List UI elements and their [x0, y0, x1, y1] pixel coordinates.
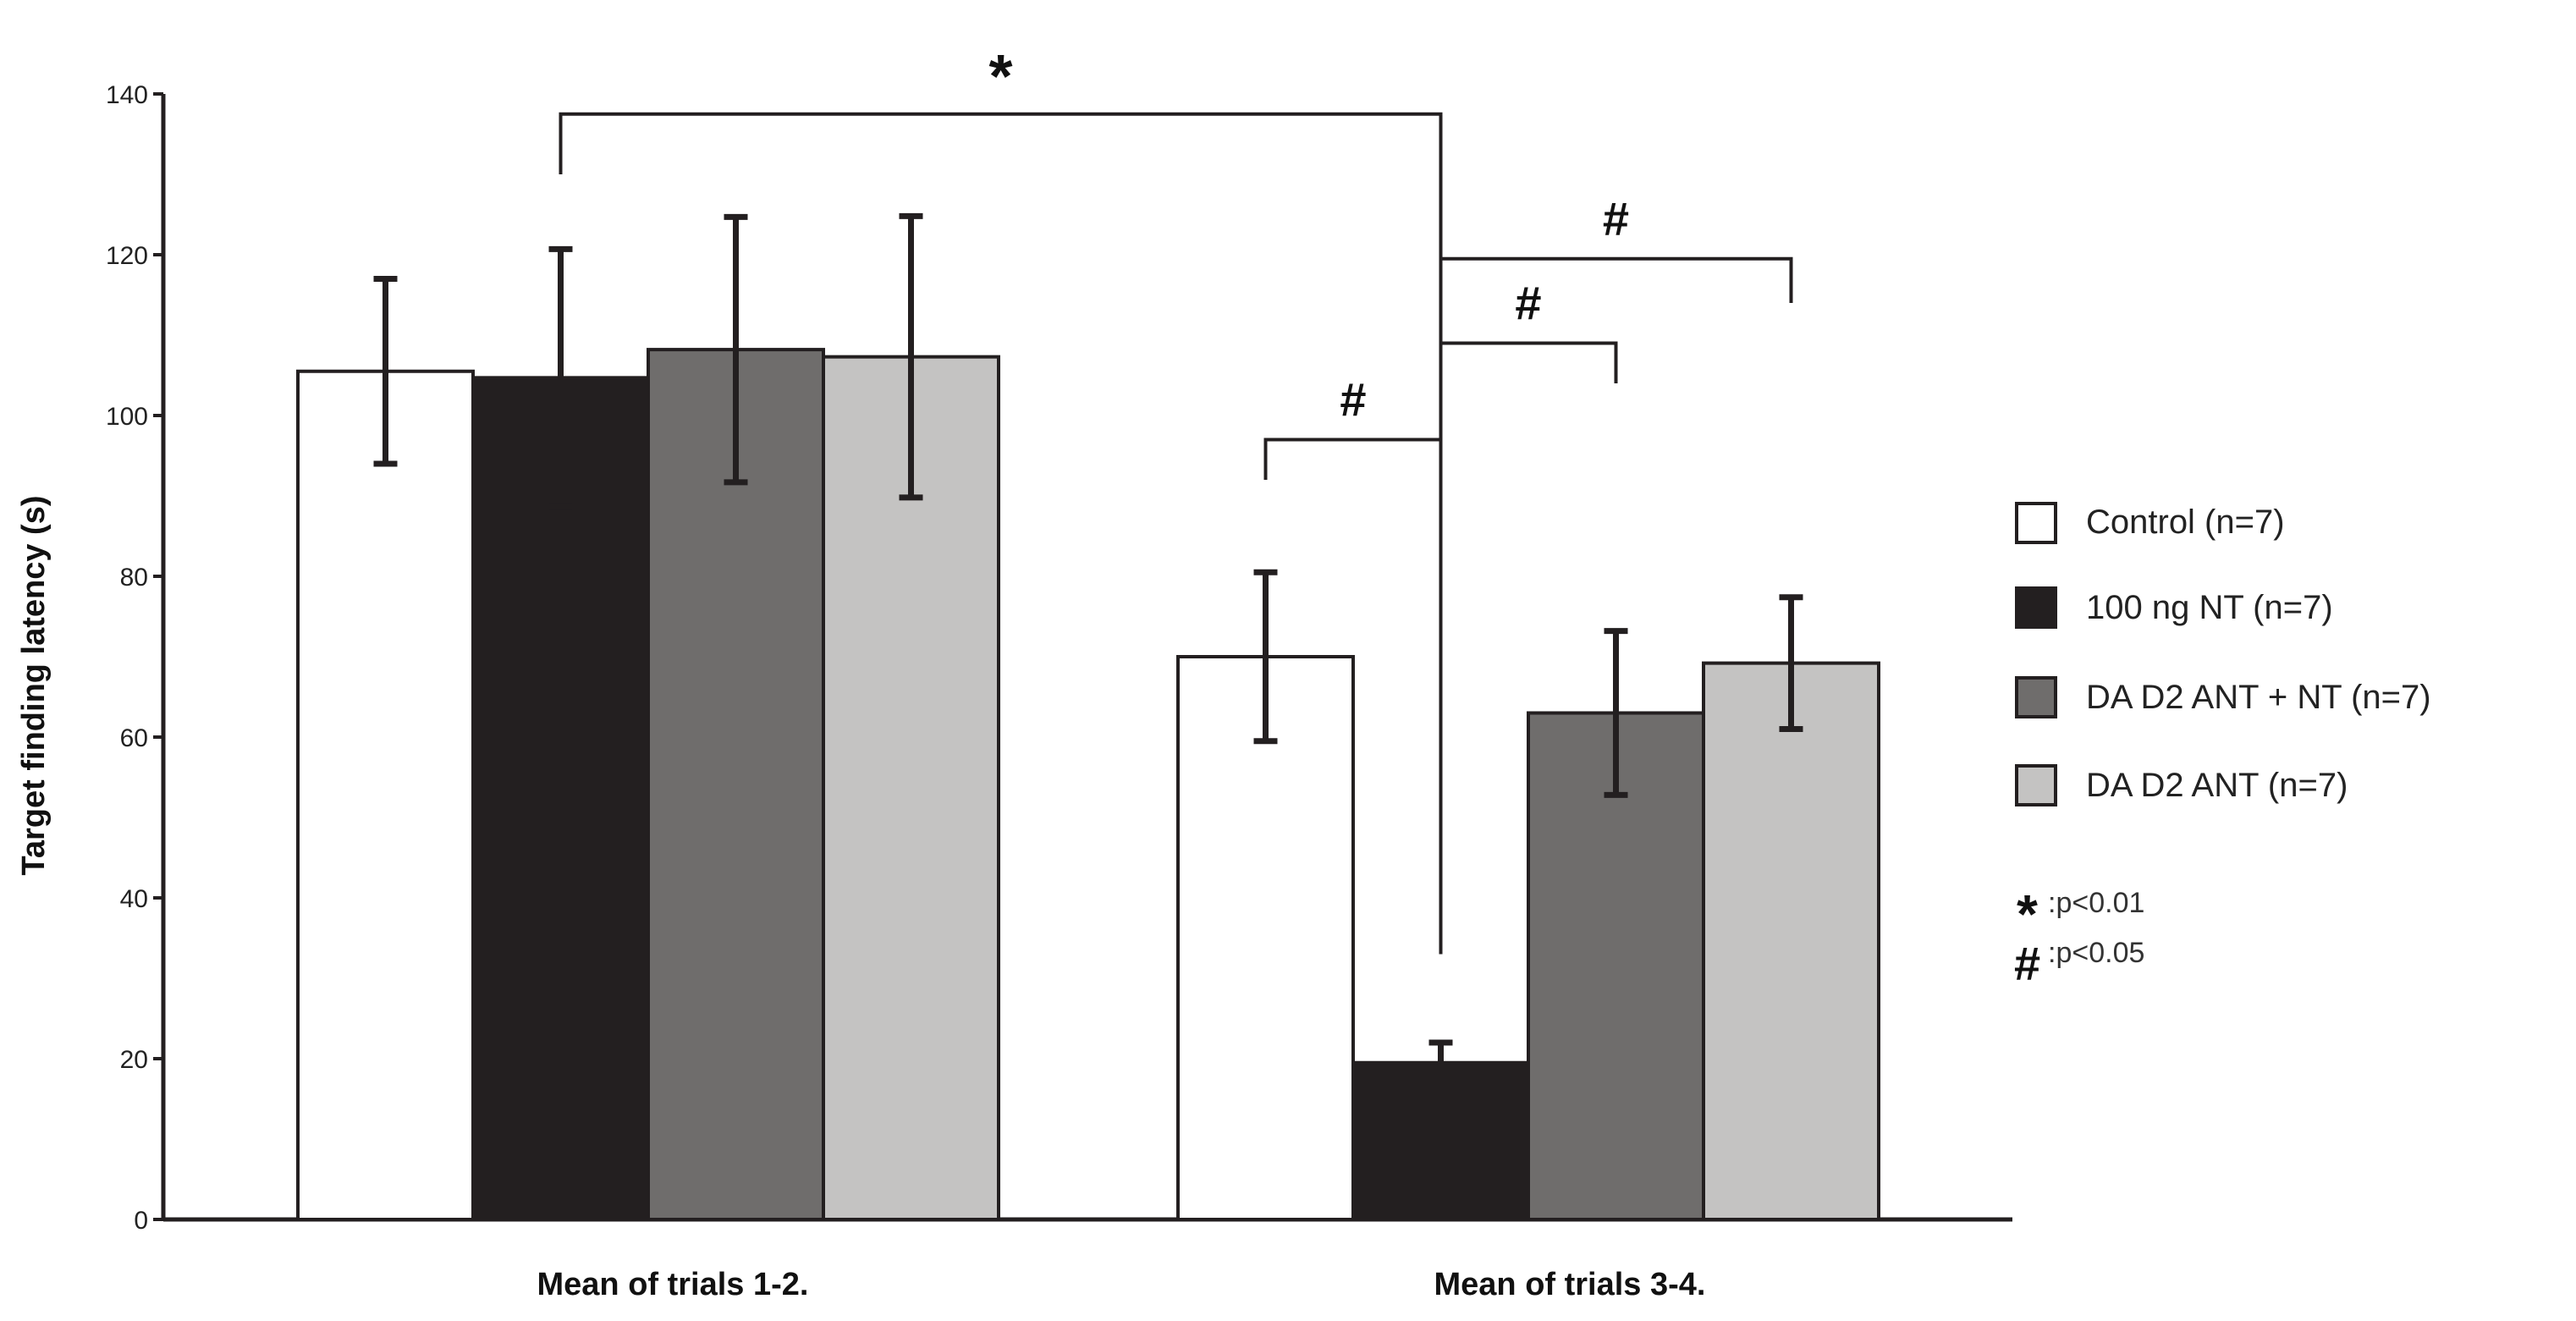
- significance-label-2: #: [1515, 277, 1541, 330]
- significance-bracket-2: [1439, 341, 1618, 383]
- y-tick-label-0: 0: [134, 1207, 148, 1235]
- significance-bracket-3: [1439, 256, 1793, 303]
- legend-label-control: Control (n=7): [2086, 504, 2285, 541]
- legend-swatch-da-d2-ant: [2015, 764, 2057, 806]
- significance-brackets: * # # #: [559, 43, 1793, 955]
- note-text-star: :p<0.01: [2048, 887, 2144, 919]
- y-tick-label-140: 140: [106, 81, 148, 109]
- category-label-trials-3-4: Mean of trials 3-4.: [1434, 1267, 1706, 1302]
- bars: [296, 348, 1880, 1222]
- y-tick-label-20: 20: [120, 1046, 148, 1074]
- y-axis-title: Target finding latency (s): [16, 495, 52, 875]
- significance-label-3: #: [1603, 192, 1629, 245]
- significance-label-0: *: [988, 43, 1012, 111]
- bar-cat0-series3: [822, 355, 1000, 1221]
- y-tick-label-40: 40: [120, 885, 148, 913]
- y-tick-label-120: 120: [106, 242, 148, 270]
- legend-label-da-d2-ant-nt: DA D2 ANT + NT (n=7): [2086, 679, 2431, 716]
- note-symbol-star: *: [2017, 883, 2038, 944]
- note-text-hash: :p<0.05: [2048, 937, 2144, 969]
- bar-cat1-series1: [1351, 1060, 1530, 1221]
- note-symbol-hash: #: [2014, 937, 2040, 990]
- significance-bracket-1: [1263, 438, 1441, 480]
- legend-swatch-100ng-nt: [2015, 586, 2057, 629]
- error-bars: [373, 212, 1803, 1086]
- y-tick-label-60: 60: [120, 724, 148, 752]
- bar-cat0-series0: [296, 369, 475, 1221]
- bar-cat1-series3: [1702, 661, 1880, 1221]
- legend-swatch-da-d2-ant-nt: [2015, 676, 2057, 718]
- legend-swatch-control: [2015, 502, 2057, 544]
- significance-label-1: #: [1340, 373, 1366, 427]
- significance-bracket-0: [559, 112, 1443, 955]
- y-tick-label-100: 100: [106, 403, 148, 431]
- legend-label-100ng-nt: 100 ng NT (n=7): [2086, 589, 2333, 626]
- category-label-trials-1-2: Mean of trials 1-2.: [537, 1267, 809, 1302]
- legend-label-da-d2-ant: DA D2 ANT (n=7): [2086, 767, 2348, 804]
- y-tick-label-80: 80: [120, 564, 148, 592]
- legend: Control (n=7) 100 ng NT (n=7) DA D2 ANT …: [2014, 502, 2431, 990]
